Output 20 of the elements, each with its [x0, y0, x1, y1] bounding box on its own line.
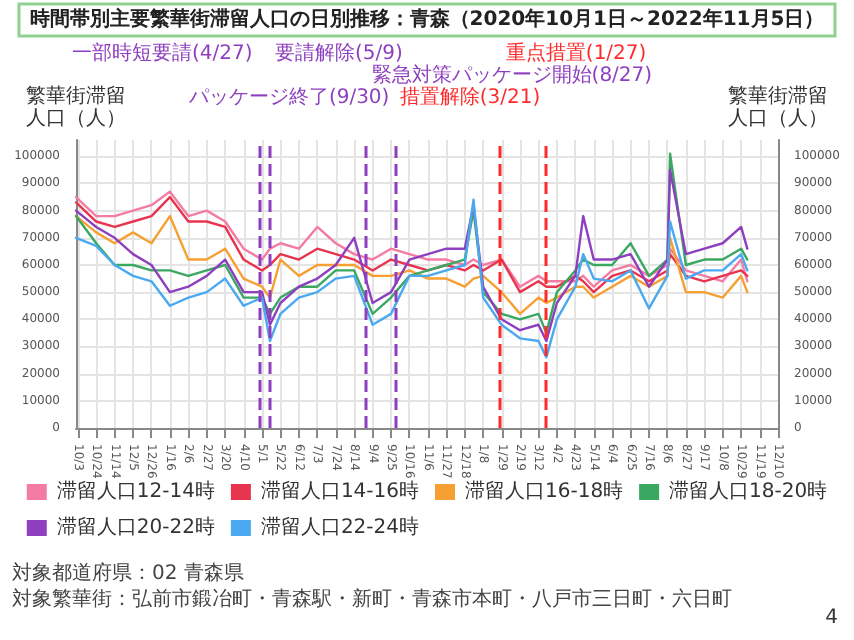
legend-label: 滞留人口12-14時 — [56, 479, 215, 503]
ref-line-label: パッケージ終了(9/30) — [186, 85, 390, 109]
text: 4 — [825, 607, 839, 629]
y-axis-title: 繁華街滞留人口（人） — [26, 84, 126, 130]
text: 対象都道府県：02 青森県 — [12, 561, 244, 585]
legend-label: 滞留人口14-16時 — [260, 479, 420, 503]
legend-label: 滞留人口20-22時 — [56, 515, 215, 539]
legend-label: 滞留人口16-18時 — [465, 479, 624, 503]
ref-line-label: 要請解除(5/9) — [275, 41, 404, 65]
ref-line-label: 緊急対策パッケージ開始(8/27) — [371, 63, 653, 87]
legend-label: 滞留人口18-20時 — [669, 479, 828, 503]
chart-title: 時間帯別主要繁華街滞留人口の日別推移：青森（2020年10月1日～2022年11月5日） — [29, 7, 825, 31]
legend-label: 滞留人口22-24時 — [260, 515, 420, 539]
ref-line-label: 措置解除(3/21) — [399, 85, 541, 109]
ref-line-label: 一部時短要請(4/27) — [71, 41, 253, 65]
text: 対象繁華街：弘前市鍛冶町・青森駅・新町・青森市本町・八戸市三日町・六日町 — [12, 587, 732, 611]
y2-axis-title: 繁華街滞留人口（人） — [728, 84, 828, 130]
line-series — [74, 214, 749, 316]
line-series — [74, 198, 749, 359]
ref-line-label: 重点措置(1/27) — [505, 41, 647, 65]
